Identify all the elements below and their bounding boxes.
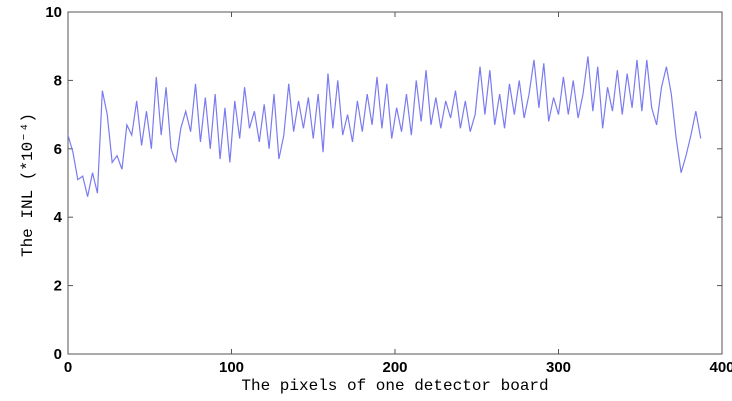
data-line xyxy=(67,56,702,197)
y-axis-label: The INL (*10⁻⁴) xyxy=(19,113,37,257)
y-tick-label: 4 xyxy=(54,209,63,226)
y-tick-label: 0 xyxy=(54,346,62,363)
x-tick-label: 300 xyxy=(546,359,571,376)
y-tick-label: 8 xyxy=(54,72,62,89)
y-tick-label: 10 xyxy=(45,4,62,21)
x-tick-label: 0 xyxy=(64,359,72,376)
x-tick-label: 100 xyxy=(219,359,244,376)
y-tick-label: 6 xyxy=(54,141,62,158)
x-tick-label: 400 xyxy=(709,359,732,376)
x-tick-label: 200 xyxy=(382,359,407,376)
x-axis-label: The pixels of one detector board xyxy=(241,377,548,395)
plot-frame xyxy=(67,11,723,355)
y-tick-label: 2 xyxy=(54,278,62,295)
